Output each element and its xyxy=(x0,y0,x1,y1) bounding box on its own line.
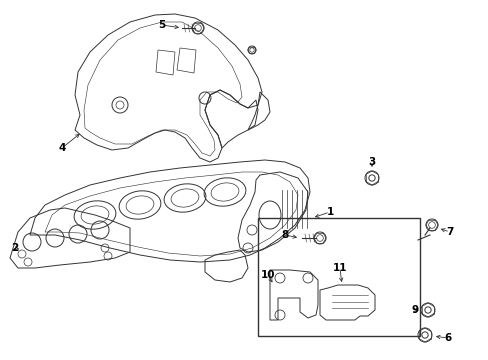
Text: 6: 6 xyxy=(444,333,451,343)
Text: 11: 11 xyxy=(332,263,346,273)
Text: 4: 4 xyxy=(58,143,65,153)
Bar xyxy=(258,218,419,336)
Text: 5: 5 xyxy=(158,20,165,30)
Text: 9: 9 xyxy=(410,305,418,315)
Text: 3: 3 xyxy=(367,157,375,167)
Text: 2: 2 xyxy=(11,243,19,253)
Text: 1: 1 xyxy=(325,207,333,217)
Text: 7: 7 xyxy=(446,227,453,237)
Text: 8: 8 xyxy=(281,230,288,240)
Text: 10: 10 xyxy=(260,270,275,280)
